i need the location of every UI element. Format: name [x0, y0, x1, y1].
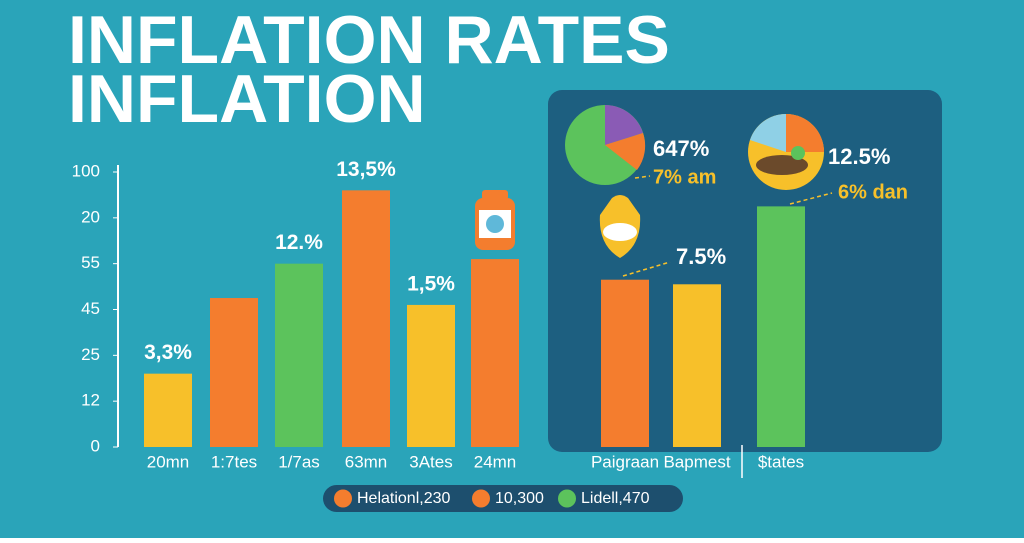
pie-icon — [748, 114, 824, 190]
legend-swatch — [472, 489, 490, 508]
y-tick-label: 0 — [91, 436, 100, 455]
bar — [210, 298, 258, 447]
annotation: 7% am — [653, 166, 716, 188]
x-tick-label: 24mn — [474, 452, 517, 471]
annotation: 6% dan — [838, 181, 908, 203]
bar — [673, 284, 721, 447]
y-tick-label: 55 — [81, 253, 100, 272]
data-label: 1,5% — [407, 272, 455, 295]
x-tick-label: Bapmest — [663, 452, 730, 471]
x-tick-label: 1/7as — [278, 452, 320, 471]
y-tick-label: 45 — [81, 299, 100, 318]
x-tick-label: 1:7tes — [211, 452, 257, 471]
legend-box — [323, 485, 683, 512]
bottle-icon — [475, 190, 515, 250]
arrow — [622, 175, 833, 277]
y-tick-label: 25 — [81, 345, 100, 364]
bar — [275, 263, 323, 447]
legend-swatch — [334, 489, 352, 508]
annotation: 12.5% — [828, 144, 890, 169]
bar — [757, 206, 805, 447]
pie-icon — [565, 105, 646, 185]
data-label: 3,3% — [144, 341, 192, 364]
bar — [342, 190, 390, 448]
data-label: 13,5% — [336, 158, 396, 181]
legend-label: Lidell,470 — [581, 490, 650, 507]
y-tick-label: 12 — [81, 391, 100, 410]
bar — [471, 259, 519, 447]
x-tick-label: $tates — [758, 452, 804, 471]
y-tick-label: 20 — [81, 207, 100, 226]
chart-title: INFLATION RATES — [68, 2, 670, 78]
bar — [144, 373, 192, 447]
legend-label: 10,300 — [495, 490, 544, 507]
bag-icon — [599, 195, 641, 258]
x-tick-label: 3Ates — [409, 452, 452, 471]
legend-label: Helationl,230 — [357, 490, 451, 507]
x-tick-label: Paigraan — [591, 452, 659, 471]
chart-subtitle: INFLATION — [68, 61, 426, 137]
legend-swatch — [558, 489, 576, 508]
bar — [601, 279, 649, 447]
y-tick-label: 100 — [72, 161, 100, 180]
x-tick-label: 20mn — [147, 452, 190, 471]
bar — [407, 304, 455, 447]
legend: Helationl,230 10,300 Lidell,470 — [323, 485, 683, 512]
annotation: 7.5% — [676, 244, 726, 269]
annotation: 647% — [653, 136, 709, 161]
x-tick-label: 63mn — [345, 452, 388, 471]
data-label: 12.% — [275, 231, 323, 254]
